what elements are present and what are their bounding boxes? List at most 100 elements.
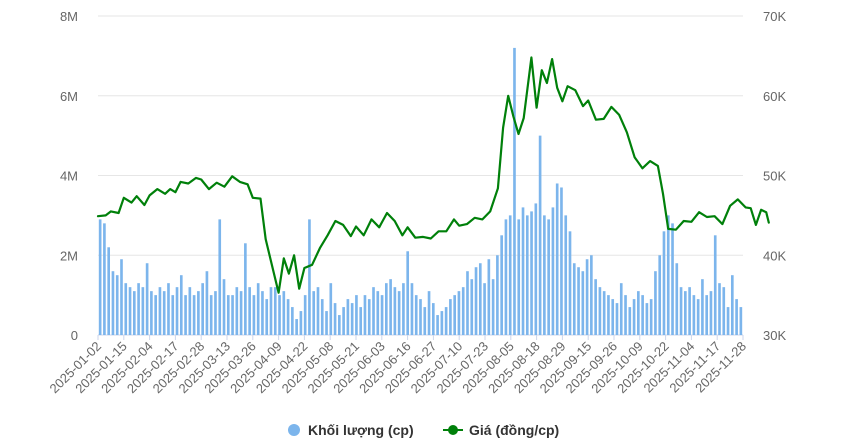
volume-bar [637,291,640,335]
x-axis-ticks: 2025-01-022025-01-152025-02-042025-02-17… [46,335,749,396]
volume-bar [162,291,166,335]
volume-bar [585,259,589,335]
volume-bar [414,295,418,335]
legend-item[interactable]: Khối lượng (cp) [288,422,414,438]
volume-bar [487,259,491,335]
legend-label: Giá (đồng/cp) [469,422,559,438]
volume-bar [350,303,354,335]
volume-bar [444,307,448,335]
volume-bar [363,295,367,335]
volume-bar [547,219,550,335]
volume-bar [282,291,286,335]
volume-bar [256,283,260,335]
volume-bar [594,279,597,335]
volume-bar [120,259,123,335]
volume-bar [111,271,115,335]
volume-bar [534,203,538,335]
volume-bar [662,231,666,335]
volume-bar [666,215,670,335]
volume-bar [132,291,136,335]
volume-bar [461,287,465,335]
volume-bar [325,311,328,335]
volume-bar [103,223,106,335]
volume-bar [423,307,427,335]
volume-bar [402,283,405,335]
volume-bar [265,299,269,335]
volume-bar [346,299,350,335]
volume-bar [508,215,512,335]
left-axis-ticks: 0 2M 4M 6M 8M [60,9,78,343]
volume-bar [359,307,363,335]
volume-bar [188,287,192,335]
volume-bar [333,303,337,335]
volume-bar [278,295,281,335]
volume-bar [98,219,102,335]
right-axis-ticks: 30K 40K 50K 60K 70K [763,9,786,343]
volume-bar [209,295,213,335]
volume-bar [299,311,303,335]
volume-bar [239,291,243,335]
volume-bar [513,47,516,336]
volume-bar [291,307,294,335]
volume-bar [107,247,111,335]
volume-bar [457,291,461,335]
volume-bar [205,271,209,335]
volume-bar [175,287,179,335]
volume-bar [645,303,649,335]
volume-bar [145,263,149,335]
volume-bar [338,315,341,335]
volume-bar [201,283,204,335]
volume-bar [500,235,503,335]
volume-bar [568,231,572,335]
volume-bar [718,283,721,335]
volume-bar [197,291,200,335]
volume-bar [137,283,140,335]
volume-bar [538,135,542,335]
legend-label: Khối lượng (cp) [308,422,414,438]
volume-bar [154,295,157,335]
legend-item[interactable]: Giá (đồng/cp) [443,422,559,438]
left-tick-label: 2M [60,248,78,263]
volume-bar [320,299,324,335]
volume-bar [440,311,444,335]
right-tick-label: 60K [763,89,786,104]
volume-bar [658,255,662,335]
volume-bar [342,307,345,335]
right-tick-label: 30K [763,328,786,343]
volume-bar [372,287,375,335]
volume-bar [730,275,734,335]
volume-bar [376,291,380,335]
volume-bar [466,271,469,335]
volume-bar [397,291,401,335]
volume-bar [525,215,529,335]
volume-bar [478,263,482,335]
volume-bar [261,291,264,335]
volume-bar [598,287,602,335]
volume-bar [577,267,580,335]
volume-bar [619,283,623,335]
legend-marker-circle [288,424,300,436]
volume-bar [303,295,307,335]
volume-bar [628,307,632,335]
volume-bar [675,263,679,335]
volume-bar [483,283,486,335]
left-tick-label: 6M [60,89,78,104]
volume-bar [654,271,657,335]
volume-bar [701,279,704,335]
volume-bar [602,291,606,335]
volume-bar [214,291,217,335]
volume-bar [551,207,555,335]
volume-bar [273,287,277,335]
volume-bar [171,295,175,335]
volume-bar [406,251,410,335]
volume-bar [222,279,226,335]
volume-bar [649,299,653,335]
legend[interactable]: Khối lượng (cp) Giá (đồng/cp) [288,422,559,438]
volume-bar [564,215,568,335]
price-line-path [96,56,770,294]
volume-bar [581,271,585,335]
volume-bar [244,243,247,335]
volume-bar [389,279,392,335]
volume-bar [705,295,709,335]
volume-bar [308,219,311,335]
